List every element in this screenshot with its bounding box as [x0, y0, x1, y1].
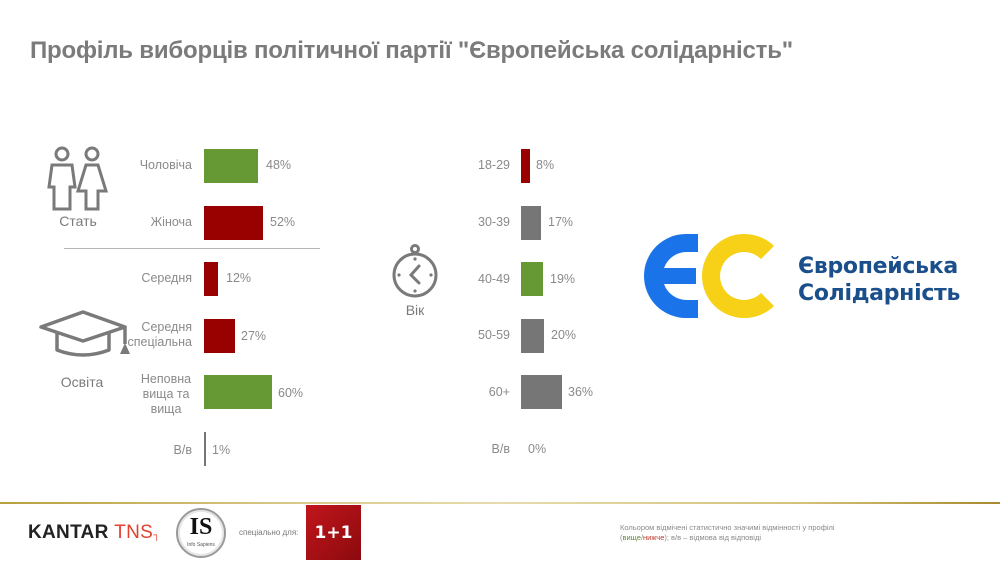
- gender-label-male: Чоловіча: [139, 158, 192, 172]
- age-section-label: Вік: [405, 302, 425, 318]
- footnote-line1: Кольором відмічені статистично значимі в…: [620, 523, 835, 532]
- special-for-label: спеціально для:: [239, 528, 299, 537]
- party-logo-text: Європейська Солідарність: [798, 253, 960, 307]
- education-label-higher-line3: вища: [150, 402, 182, 416]
- male-female-icon: [47, 146, 109, 211]
- footnote-slash: /: [640, 533, 644, 542]
- kantar-tns-logo: KANTAR TNS┐: [28, 522, 161, 543]
- education-label-vocational-line2: спеціальна: [127, 335, 192, 349]
- education-label-vocational: Середня спеціальна: [110, 320, 192, 350]
- footnote: Кольором відмічені статистично значимі в…: [620, 523, 835, 543]
- gender-section-label: Стать: [59, 213, 97, 229]
- age-label-18-29: 18-29: [478, 158, 510, 172]
- value-vocational: 27%: [241, 329, 267, 343]
- age-label-30-39: 30-39: [478, 215, 510, 229]
- section-divider: [64, 248, 320, 249]
- education-label-higher-line2: вища та: [142, 387, 190, 401]
- value-higher: 60%: [278, 386, 304, 400]
- value-male: 48%: [266, 158, 292, 172]
- bar-age-30-39: [521, 206, 541, 240]
- footnote-higher: вище: [622, 533, 641, 542]
- party-logo-mark: [644, 233, 774, 319]
- page-title: Профіль виборців політичної партії "Євро…: [30, 37, 793, 64]
- education-section-label: Освіта: [60, 374, 104, 390]
- education-label-higher: Неповна вища та вища: [110, 372, 192, 417]
- bar-female: [204, 206, 263, 240]
- value-age-30-39: 17%: [548, 215, 574, 229]
- education-label-vocational-line1: Середня: [141, 320, 192, 334]
- footnote-rest: ); в/в – відмова від відповіді: [664, 533, 762, 542]
- value-secondary: 12%: [226, 271, 252, 285]
- gender-label-female: Жіноча: [150, 215, 192, 229]
- education-label-refused: В/в: [173, 443, 192, 457]
- party-name-line1: Європейська: [798, 254, 958, 279]
- age-label-40-49: 40-49: [478, 272, 510, 286]
- tv-1plus1-logo: 1+1: [306, 505, 361, 560]
- tv-logo-text: 1+1: [314, 522, 353, 543]
- bar-education-refused: [204, 432, 206, 466]
- value-age-50-59: 20%: [551, 328, 577, 342]
- kantar-text: KANTAR: [28, 522, 109, 543]
- bar-higher: [204, 375, 272, 409]
- age-label-60-plus: 60+: [488, 385, 510, 399]
- bar-vocational: [204, 319, 235, 353]
- bar-age-60-plus: [521, 375, 562, 409]
- value-age-18-29: 8%: [536, 158, 555, 172]
- age-label-50-59: 50-59: [478, 328, 510, 342]
- footnote-line2: (вище/нижче); в/в – відмова від відповід…: [620, 533, 835, 543]
- age-label-refused: В/в: [491, 442, 510, 456]
- bar-age-40-49: [521, 262, 543, 296]
- footnote-open-paren: (: [620, 533, 623, 542]
- info-sapiens-logo: IS Info Sapiens: [176, 508, 226, 558]
- value-education-refused: 1%: [212, 443, 231, 457]
- education-label-higher-line1: Неповна: [140, 372, 192, 386]
- bar-age-50-59: [521, 319, 544, 353]
- value-age-refused: 0%: [528, 442, 547, 456]
- bar-male: [204, 149, 258, 183]
- footer-divider: [0, 502, 1000, 504]
- is-logo-letters: IS: [189, 514, 213, 540]
- bar-age-18-29: [521, 149, 530, 183]
- value-female: 52%: [270, 215, 296, 229]
- education-label-secondary: Середня: [141, 271, 192, 285]
- footnote-lower: нижче: [643, 533, 665, 542]
- is-logo-caption: Info Sapiens: [187, 542, 215, 548]
- party-name-line2: Солідарність: [798, 281, 961, 306]
- value-age-40-49: 19%: [550, 272, 576, 286]
- value-age-60-plus: 36%: [568, 385, 594, 399]
- graduation-cap-icon: [39, 310, 130, 357]
- tns-text: TNS: [114, 522, 154, 543]
- bar-secondary: [204, 262, 218, 296]
- stopwatch-icon: [392, 244, 438, 298]
